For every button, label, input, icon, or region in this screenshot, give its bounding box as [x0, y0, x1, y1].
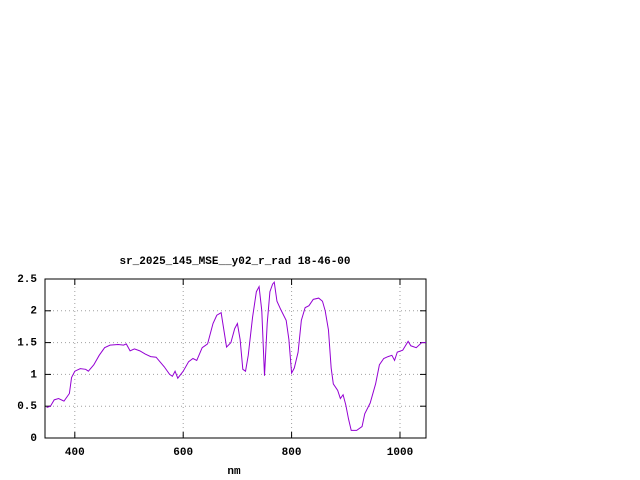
plot-border — [44, 278, 427, 439]
x-axis-label: nm — [227, 466, 241, 478]
chart-title: sr_2025_145_MSE__y02_r_rad 18-46-00 — [119, 256, 350, 268]
x-tick-label: 1000 — [387, 447, 413, 459]
y-tick-label: 1.5 — [17, 338, 37, 350]
y-tick-label: 0 — [30, 433, 37, 445]
x-tick-label: 800 — [282, 447, 302, 459]
data-line — [46, 281, 426, 431]
y-tick-label: 2 — [30, 306, 37, 318]
y-tick-label: 0.5 — [17, 401, 37, 413]
x-tick-label: 600 — [173, 447, 193, 459]
y-tick-label: 2.5 — [17, 274, 37, 286]
y-tick-label: 1 — [30, 369, 37, 381]
x-tick-label: 400 — [65, 447, 85, 459]
